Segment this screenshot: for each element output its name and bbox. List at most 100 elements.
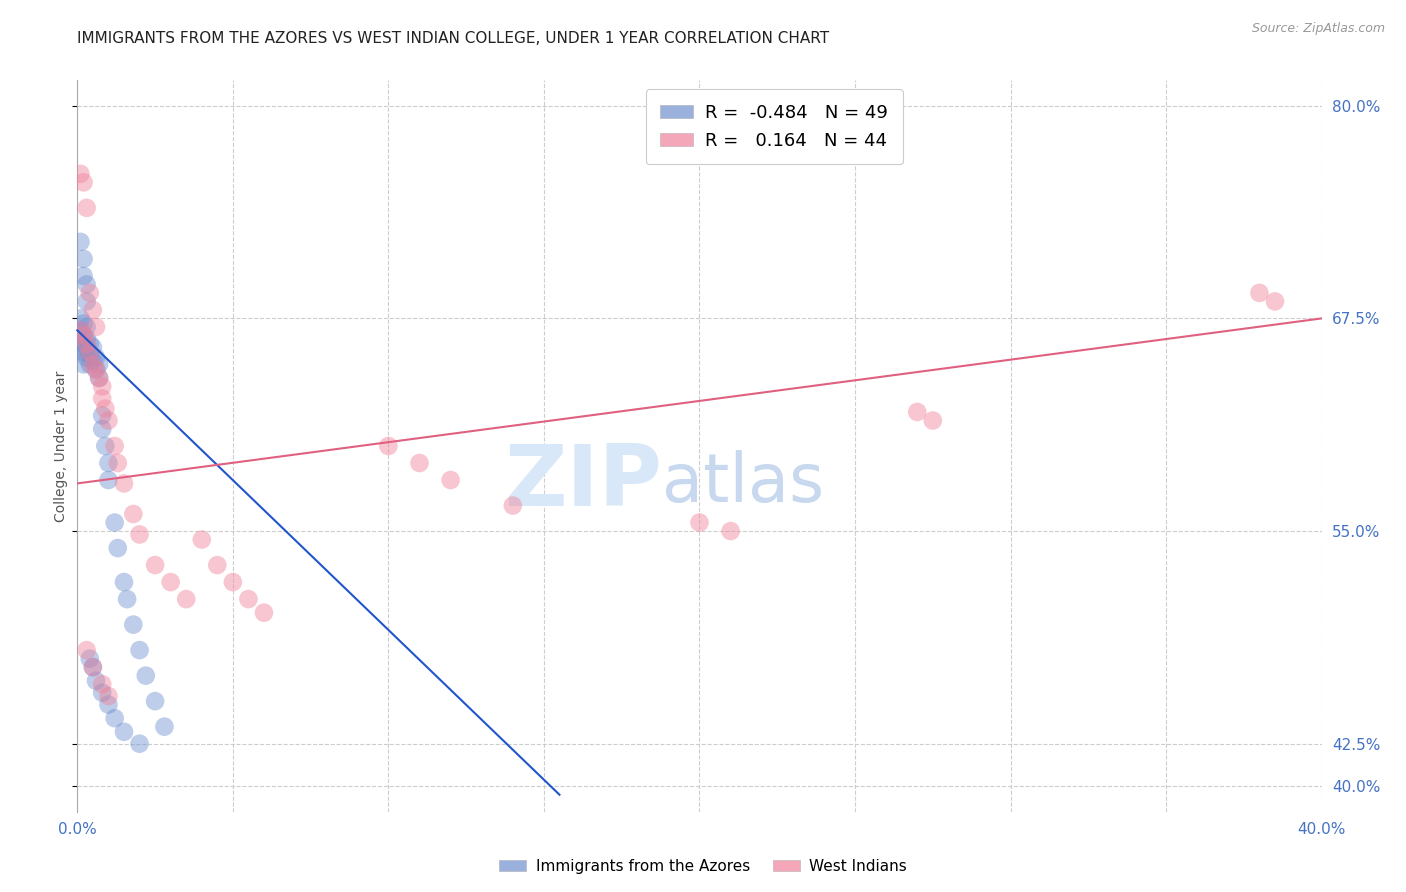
Point: [82, 660, 104, 674]
Point: [174, 592, 197, 607]
Point: [222, 575, 245, 590]
Point: [76, 277, 98, 292]
Point: [720, 524, 742, 538]
Point: [97, 473, 120, 487]
Point: [112, 575, 135, 590]
Point: [689, 516, 711, 530]
Text: atlas: atlas: [662, 450, 824, 516]
Point: [91, 686, 114, 700]
Point: [69, 323, 91, 337]
Point: [72, 337, 94, 351]
Point: [69, 340, 91, 354]
Point: [143, 558, 166, 572]
Point: [91, 409, 114, 423]
Point: [79, 345, 101, 359]
Point: [921, 413, 943, 427]
Point: [82, 340, 104, 354]
Point: [87, 371, 110, 385]
Point: [76, 294, 98, 309]
Legend: Immigrants from the Azores, West Indians: Immigrants from the Azores, West Indians: [492, 853, 914, 880]
Point: [91, 379, 114, 393]
Point: [72, 328, 94, 343]
Legend: R =  -0.484   N = 49, R =   0.164   N = 44: R = -0.484 N = 49, R = 0.164 N = 44: [645, 89, 903, 164]
Point: [122, 507, 145, 521]
Point: [94, 401, 117, 416]
Point: [128, 643, 150, 657]
Point: [82, 357, 104, 371]
Point: [82, 354, 104, 368]
Point: [76, 340, 98, 354]
Point: [69, 235, 91, 249]
Point: [440, 473, 463, 487]
Point: [377, 439, 399, 453]
Point: [69, 334, 91, 348]
Point: [76, 201, 98, 215]
Point: [1264, 294, 1286, 309]
Point: [104, 711, 127, 725]
Point: [79, 285, 101, 300]
Point: [97, 689, 120, 703]
Point: [408, 456, 430, 470]
Point: [84, 351, 107, 365]
Point: [207, 558, 229, 572]
Point: [72, 175, 94, 189]
Point: [159, 575, 181, 590]
Point: [79, 337, 101, 351]
Point: [238, 592, 260, 607]
Point: [72, 252, 94, 266]
Point: [94, 439, 117, 453]
Point: [115, 592, 138, 607]
Point: [107, 541, 129, 555]
Point: [97, 413, 120, 427]
Point: [91, 677, 114, 691]
Point: [112, 724, 135, 739]
Point: [87, 357, 110, 371]
Point: [122, 617, 145, 632]
Point: [191, 533, 214, 547]
Text: IMMIGRANTS FROM THE AZORES VS WEST INDIAN COLLEGE, UNDER 1 YEAR CORRELATION CHAR: IMMIGRANTS FROM THE AZORES VS WEST INDIA…: [77, 31, 830, 46]
Point: [76, 320, 98, 334]
Point: [112, 476, 135, 491]
Point: [72, 357, 94, 371]
Point: [107, 456, 129, 470]
Point: [905, 405, 928, 419]
Point: [72, 317, 94, 331]
Point: [97, 456, 120, 470]
Point: [91, 392, 114, 406]
Point: [84, 320, 107, 334]
Point: [82, 302, 104, 317]
Point: [135, 668, 157, 682]
Point: [79, 357, 101, 371]
Point: [253, 606, 276, 620]
Point: [76, 337, 98, 351]
Point: [143, 694, 166, 708]
Text: Source: ZipAtlas.com: Source: ZipAtlas.com: [1251, 22, 1385, 36]
Point: [79, 347, 101, 361]
Point: [104, 439, 127, 453]
Point: [82, 660, 104, 674]
Point: [72, 328, 94, 343]
Point: [72, 268, 94, 283]
Point: [104, 516, 127, 530]
Point: [72, 345, 94, 359]
Point: [128, 737, 150, 751]
Point: [69, 167, 91, 181]
Point: [502, 499, 524, 513]
Y-axis label: College, Under 1 year: College, Under 1 year: [55, 370, 69, 522]
Point: [153, 720, 176, 734]
Point: [1249, 285, 1271, 300]
Point: [87, 371, 110, 385]
Point: [84, 673, 107, 688]
Point: [76, 643, 98, 657]
Point: [128, 527, 150, 541]
Point: [76, 332, 98, 346]
Point: [84, 362, 107, 376]
Point: [69, 311, 91, 326]
Point: [76, 351, 98, 365]
Point: [69, 323, 91, 337]
Point: [97, 698, 120, 712]
Point: [79, 651, 101, 665]
Point: [84, 362, 107, 376]
Text: ZIP: ZIP: [505, 441, 662, 524]
Point: [91, 422, 114, 436]
